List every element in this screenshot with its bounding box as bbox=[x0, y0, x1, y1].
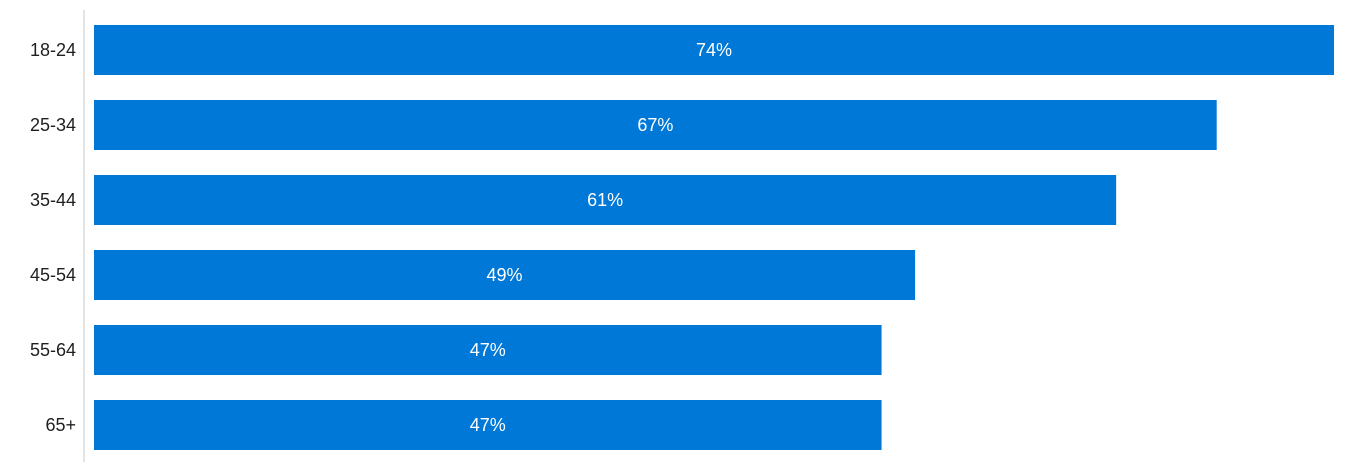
value-label-35-44: 61% bbox=[587, 190, 623, 210]
category-label-25-34: 25-34 bbox=[30, 115, 76, 135]
value-label-18-24: 74% bbox=[696, 40, 732, 60]
bar-35-44 bbox=[94, 175, 1117, 225]
category-label-55-64: 55-64 bbox=[30, 340, 76, 360]
value-label-45-54: 49% bbox=[487, 265, 523, 285]
category-label-45-54: 45-54 bbox=[30, 265, 76, 285]
bar-18-24 bbox=[94, 25, 1334, 75]
bar-45-54 bbox=[94, 250, 916, 300]
value-label-65+: 47% bbox=[470, 415, 506, 435]
category-label-35-44: 35-44 bbox=[30, 190, 76, 210]
bar-55-64 bbox=[94, 325, 882, 375]
value-label-25-34: 67% bbox=[637, 115, 673, 135]
bar-65+ bbox=[94, 400, 882, 450]
bar-25-34 bbox=[94, 100, 1217, 150]
category-label-65+: 65+ bbox=[45, 415, 76, 435]
value-label-55-64: 47% bbox=[470, 340, 506, 360]
bars-group: 18-24 74% 25-34 67% 35-44 61% 45-54 49% 55-64 47%… bbox=[30, 25, 1334, 450]
category-label-18-24: 18-24 bbox=[30, 40, 76, 60]
